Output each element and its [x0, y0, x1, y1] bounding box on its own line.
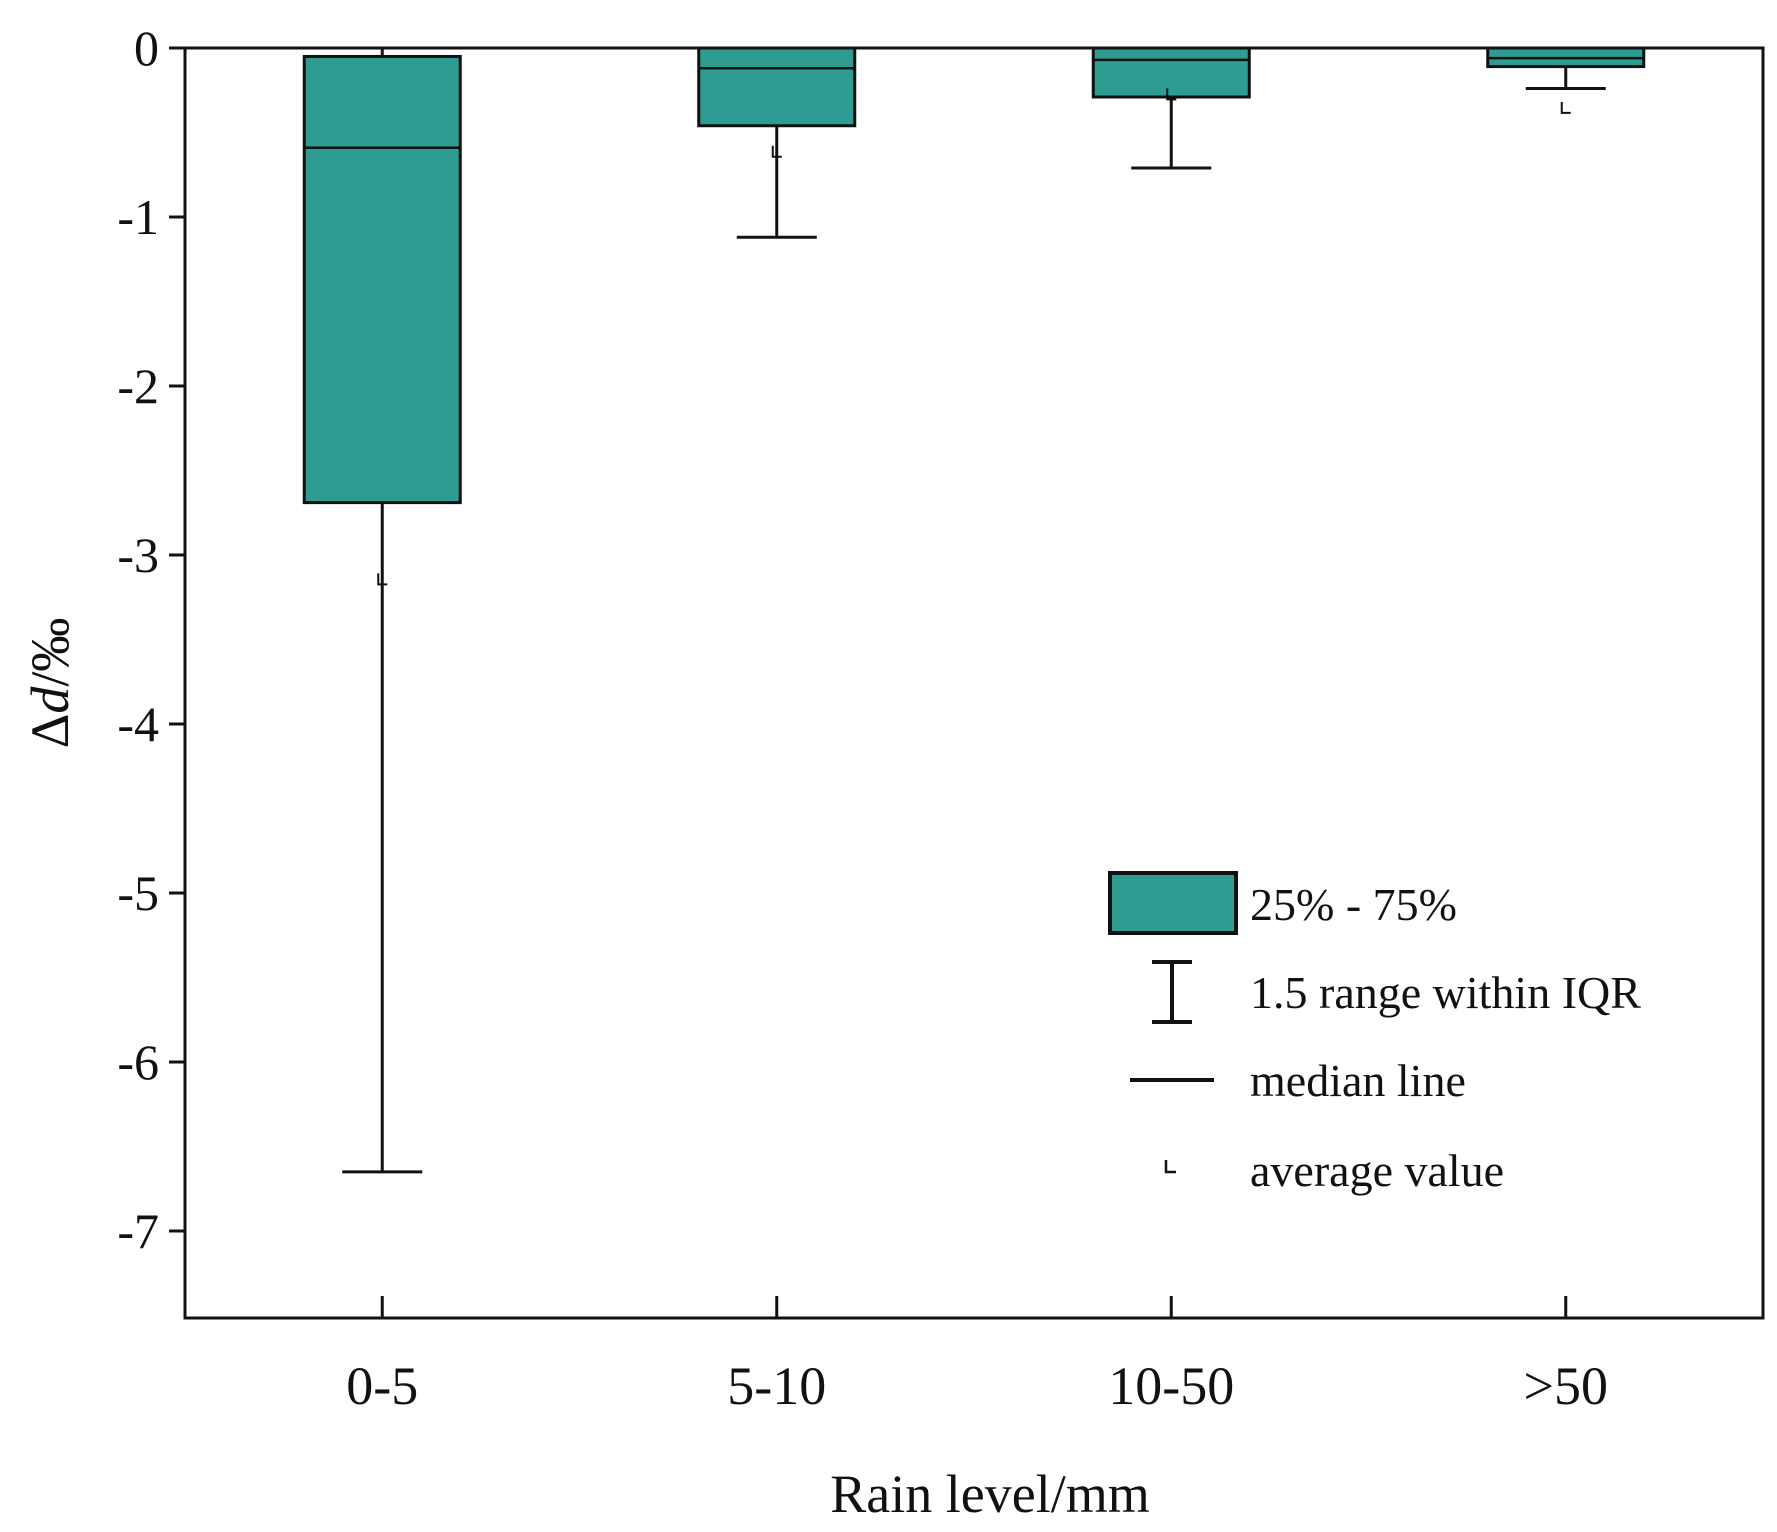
mean-marker: [377, 573, 388, 586]
box-group: [697, 46, 857, 239]
x-tick-label: 0-5: [346, 1356, 418, 1416]
legend-label-whisker: 1.5 range within IQR: [1250, 967, 1641, 1018]
y-axis-title-prefix: Δ: [20, 714, 80, 749]
legend-whisker-icon: [1152, 960, 1192, 1024]
legend-label-box: 25% - 75%: [1250, 879, 1457, 930]
y-tick-label: -7: [117, 1203, 159, 1259]
y-tick-label: -6: [117, 1034, 159, 1090]
y-axis: 0 -1 -2 -3 -4 -5 -6 -7: [117, 20, 185, 1259]
boxes-layer: [302, 46, 1646, 1174]
legend-label-mean: average value: [1250, 1145, 1504, 1196]
x-tick-label: >50: [1524, 1356, 1608, 1416]
legend-mean-marker-icon: [1164, 1160, 1176, 1174]
y-axis-title-suffix: /‰: [20, 618, 80, 687]
legend-box-swatch: [1108, 871, 1238, 935]
y-axis-title: Δd/‰: [20, 618, 80, 749]
y-tick-label: -1: [117, 189, 159, 245]
box-iqr: [697, 46, 857, 128]
y-tick-label: -2: [117, 358, 159, 414]
box-group: [302, 48, 462, 1174]
y-axis-title-variable: d: [20, 686, 80, 714]
mean-marker: [1166, 88, 1177, 101]
x-tick-label: 5-10: [727, 1356, 826, 1416]
legend-label-median: median line: [1250, 1055, 1466, 1106]
y-tick-label: -3: [117, 527, 159, 583]
y-tick-label: -4: [117, 696, 159, 752]
x-axis-title: Rain level/mm: [830, 1464, 1149, 1524]
x-tick-label: 10-50: [1108, 1356, 1234, 1416]
box-iqr: [302, 54, 462, 505]
x-axis: 0-5 5-10 10-50 >50: [346, 1296, 1608, 1416]
mean-marker: [771, 145, 782, 158]
y-tick-label: 0: [134, 20, 159, 76]
plot-frame: [183, 46, 1765, 1320]
mean-marker: [1560, 101, 1571, 114]
box-group: [1091, 46, 1251, 170]
y-tick-label: -5: [117, 865, 159, 921]
box-iqr: [1091, 46, 1251, 99]
legend: 25% - 75% 1.5 range within IQR median li…: [1108, 871, 1641, 1196]
